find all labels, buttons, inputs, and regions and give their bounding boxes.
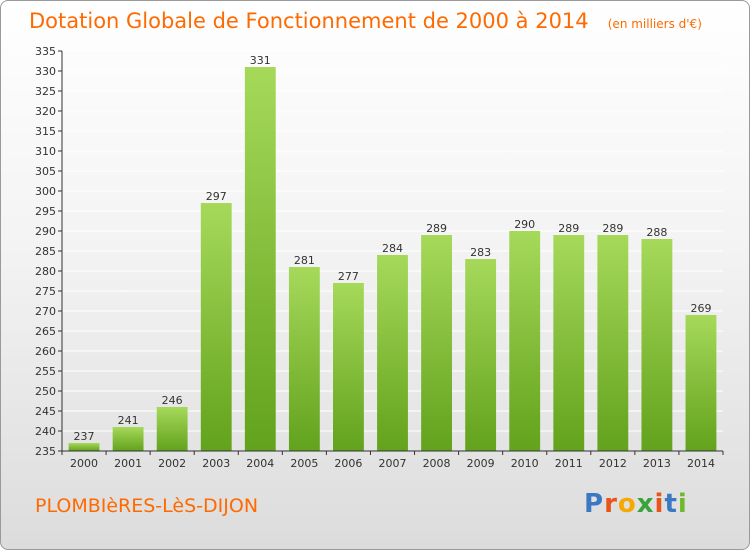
y-axis: 235 240 245 250 255 260 265 270 275 280 285 290 295 3… <box>35 45 63 458</box>
x-tick-label: 2002 <box>158 457 186 470</box>
title-row: Dotation Globale de Fonctionnement de 20… <box>29 9 702 33</box>
bar <box>553 235 585 451</box>
x-tick-label: 2014 <box>687 457 715 470</box>
data-label: 297 <box>206 190 227 203</box>
bar <box>685 315 717 451</box>
data-label: 237 <box>74 430 95 443</box>
y-tick-label: 310 <box>35 145 56 158</box>
data-label: 288 <box>646 226 667 239</box>
bar <box>377 255 408 451</box>
x-tick-label: 2000 <box>70 457 98 470</box>
x-tick-label: 2011 <box>555 457 583 470</box>
logo-letter: i <box>654 489 665 519</box>
bar <box>244 67 276 451</box>
y-tick-label: 320 <box>35 105 56 118</box>
logo-letter: P <box>584 489 605 519</box>
x-tick-label: 2003 <box>202 457 230 470</box>
y-tick-label: 315 <box>35 125 56 138</box>
logo-letter: i <box>677 489 688 519</box>
x-tick-label: 2013 <box>643 457 671 470</box>
bar <box>465 259 497 451</box>
y-tick-label: 330 <box>35 65 56 78</box>
data-label: 281 <box>294 254 315 267</box>
y-tick-label: 260 <box>35 345 56 358</box>
x-tick-label: 2006 <box>334 457 362 470</box>
chart-unit: (en milliers d'€) <box>607 17 702 31</box>
bar <box>597 235 629 451</box>
bar <box>200 203 232 451</box>
logo-letter: t <box>664 489 678 519</box>
y-tick-label: 270 <box>35 305 56 318</box>
data-label: 283 <box>470 246 491 259</box>
x-tick-label: 2010 <box>511 457 539 470</box>
y-tick-label: 300 <box>35 185 56 198</box>
y-tick-label: 285 <box>35 245 56 258</box>
data-label: 269 <box>690 302 711 315</box>
data-labels: 237 241 246 297 331 281 277 284 289 283 290 289 289 2… <box>74 54 712 443</box>
bar <box>288 267 320 451</box>
x-tick-label: 2012 <box>599 457 627 470</box>
data-label: 277 <box>338 270 359 283</box>
data-label: 331 <box>250 54 271 67</box>
y-tick-label: 305 <box>35 165 56 178</box>
y-tick-label: 250 <box>35 385 56 398</box>
data-label: 241 <box>118 414 139 427</box>
data-label: 246 <box>162 394 183 407</box>
x-tick-label: 2009 <box>467 457 495 470</box>
bar <box>156 407 188 451</box>
chart-title: Dotation Globale de Fonctionnement de 20… <box>29 9 589 33</box>
x-tick-label: 2008 <box>423 457 451 470</box>
data-label: 289 <box>426 222 447 235</box>
y-tick-label: 325 <box>35 85 56 98</box>
bar <box>68 443 100 451</box>
y-tick-label: 335 <box>35 45 56 58</box>
y-tick-label: 275 <box>35 285 56 298</box>
logo-letter: r <box>604 489 618 519</box>
x-axis: 2000 2001 2002 2003 2004 2005 2006 2007 2008 2009… <box>61 450 724 470</box>
y-tick-label: 295 <box>35 205 56 218</box>
x-tick-label: 2007 <box>379 457 407 470</box>
bars <box>68 67 717 451</box>
data-label: 290 <box>514 218 535 231</box>
y-tick-label: 245 <box>35 405 56 418</box>
bar <box>421 235 452 451</box>
data-label: 284 <box>382 242 403 255</box>
y-tick-label: 255 <box>35 365 56 378</box>
logo-letter: o <box>617 489 637 519</box>
bar <box>333 283 364 451</box>
x-tick-label: 2005 <box>290 457 318 470</box>
data-label: 289 <box>558 222 579 235</box>
logo-letter: x <box>636 489 655 519</box>
commune-name: PLOMBIèRES-LèS-DIJON <box>35 495 259 517</box>
y-tick-label: 235 <box>35 445 56 458</box>
proxiti-logo: Proxiti <box>584 489 688 519</box>
y-tick-label: 280 <box>35 265 56 278</box>
y-tick-label: 240 <box>35 425 56 438</box>
y-tick-label: 290 <box>35 225 56 238</box>
y-tick-label: 265 <box>35 325 56 338</box>
bar <box>509 231 541 451</box>
x-tick-label: 2004 <box>246 457 274 470</box>
bar <box>112 427 144 451</box>
bar <box>641 239 673 451</box>
x-tick-label: 2001 <box>114 457 142 470</box>
data-label: 289 <box>602 222 623 235</box>
